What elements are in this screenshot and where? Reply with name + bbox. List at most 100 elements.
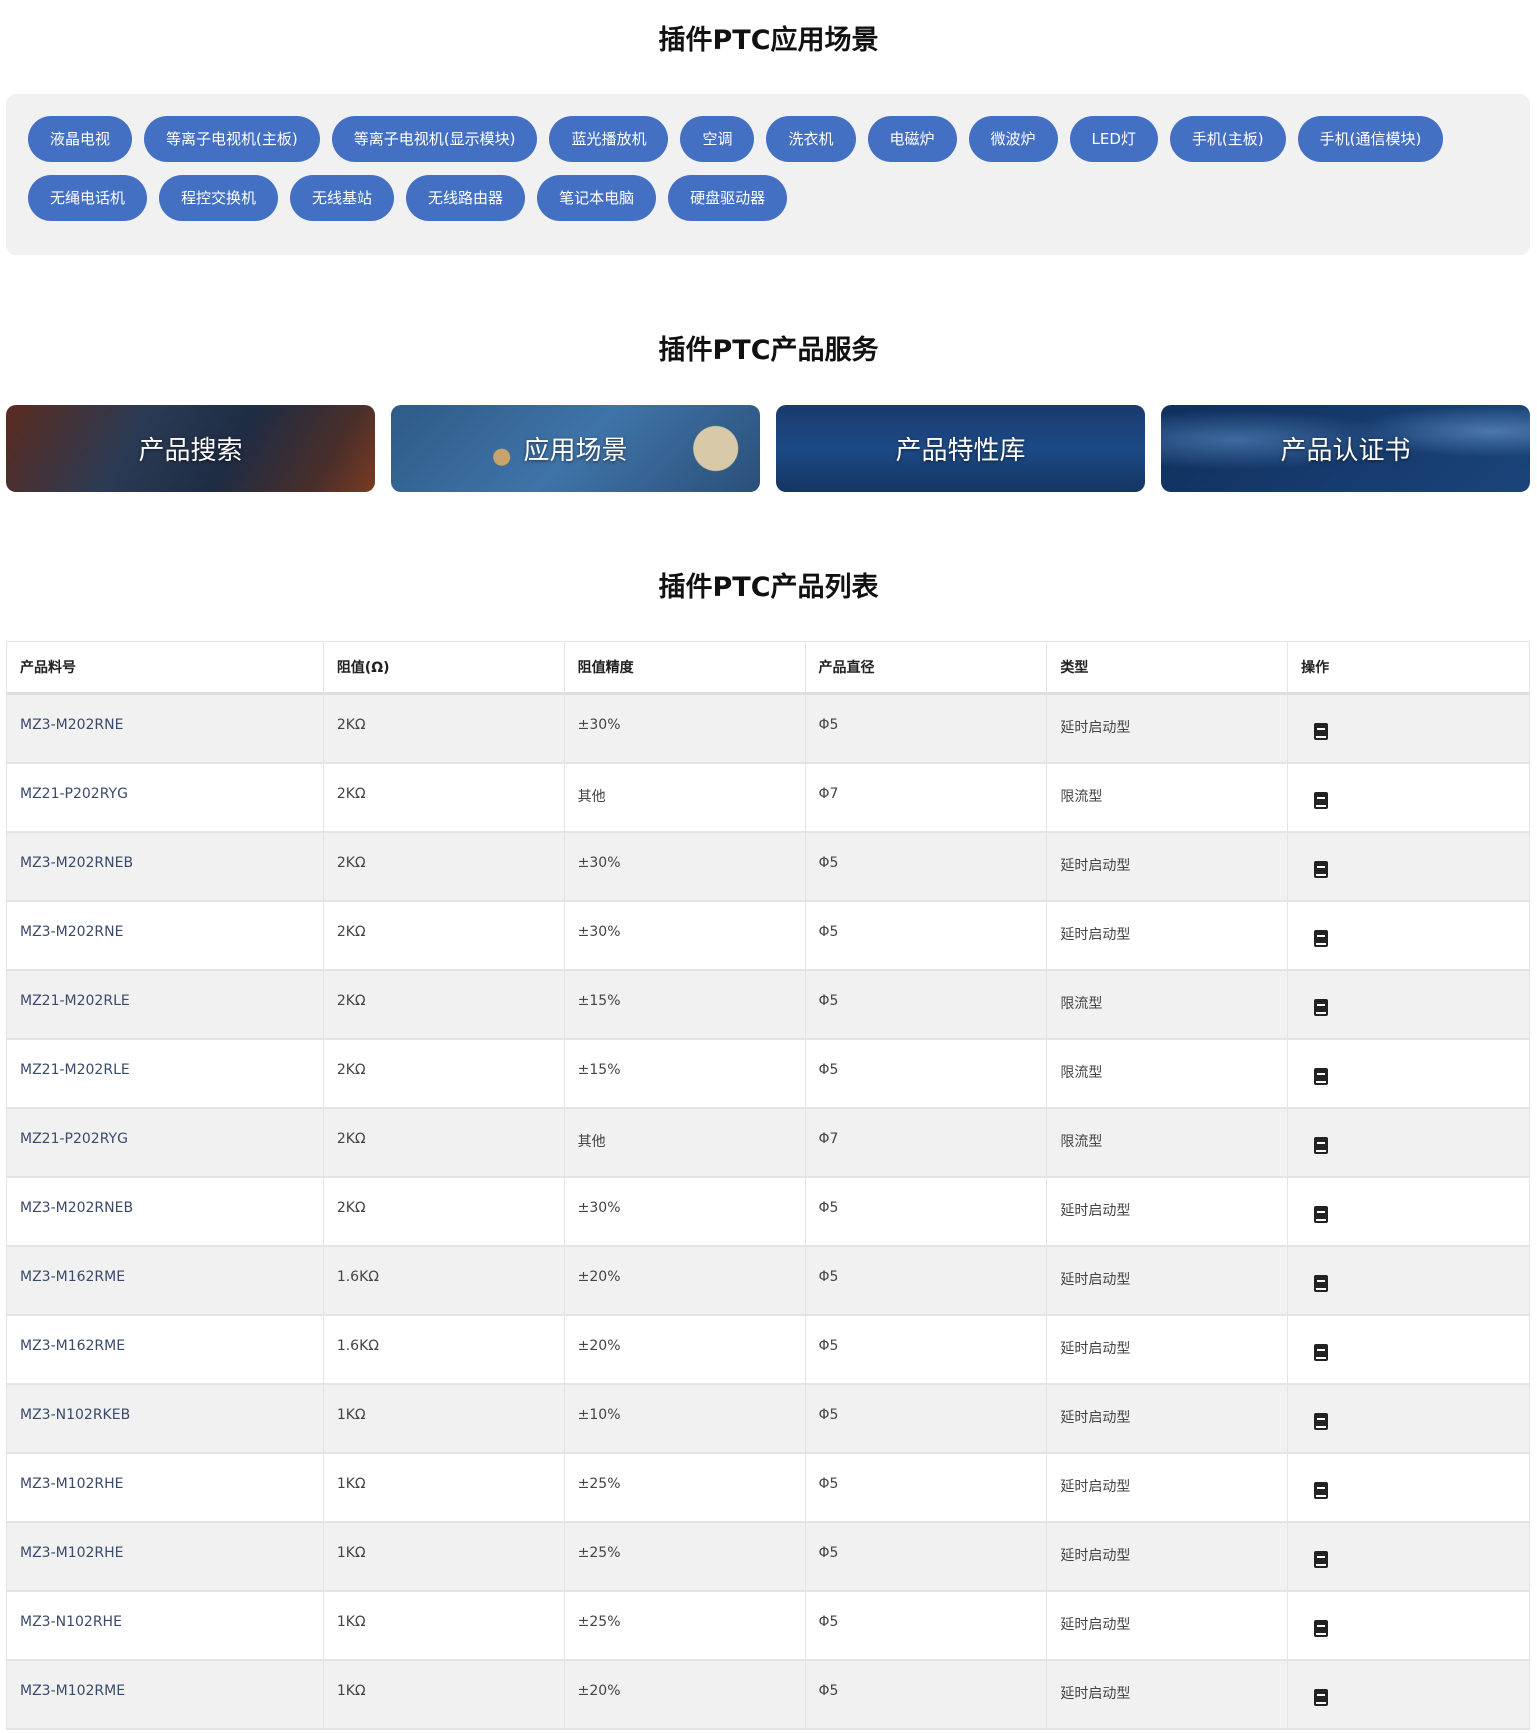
table-row: MZ3-M202RNE 2KΩ ±30% Φ5 延时启动型 [6, 693, 1530, 764]
table-row: MZ21-P202RYG 2KΩ 其他 Φ7 限流型 [6, 762, 1530, 833]
action-cell [1287, 1314, 1530, 1385]
resistance-cell: 2KΩ [322, 1107, 565, 1178]
table-row: MZ3-M202RNEB 2KΩ ±30% Φ5 延时启动型 [6, 831, 1530, 902]
part-no-cell: MZ3-M202RNEB [6, 1176, 324, 1247]
book-icon[interactable] [1314, 860, 1329, 878]
diameter-cell: Φ5 [804, 831, 1048, 902]
diameter-cell: Φ5 [804, 900, 1048, 971]
scene-tag[interactable]: 洗衣机 [766, 116, 856, 162]
book-icon[interactable] [1314, 1550, 1329, 1568]
type-cell: 延时启动型 [1046, 1659, 1289, 1730]
tolerance-cell: ±30% [563, 693, 806, 764]
table-row: MZ3-M102RHE 1KΩ ±25% Φ5 延时启动型 [6, 1452, 1530, 1523]
type-cell: 延时启动型 [1046, 1245, 1289, 1316]
resistance-cell: 1KΩ [322, 1452, 565, 1523]
scene-tag[interactable]: LED灯 [1069, 116, 1158, 162]
action-cell [1287, 1590, 1530, 1661]
part-no-cell: MZ3-M102RME [6, 1659, 324, 1730]
scene-tag[interactable]: 液晶电视 [28, 116, 133, 162]
book-icon[interactable] [1314, 1205, 1329, 1223]
tolerance-cell: ±25% [563, 1590, 806, 1661]
service-card-characteristics[interactable]: 产品特性库 [776, 405, 1145, 492]
diameter-cell: Φ5 [804, 969, 1048, 1040]
tolerance-cell: ±30% [563, 1176, 806, 1247]
list-title: 插件PTC产品列表 [658, 572, 879, 603]
service-card-scenes[interactable]: 应用场景 [391, 405, 760, 492]
scene-tag[interactable]: 空调 [680, 116, 755, 162]
table-row: MZ3-M102RME 1KΩ ±20% Φ5 延时启动型 [6, 1659, 1530, 1730]
diameter-cell: Φ5 [804, 1452, 1048, 1523]
scene-tag[interactable]: 手机(通信模块) [1297, 116, 1444, 162]
diameter-cell: Φ5 [804, 1176, 1048, 1247]
type-cell: 延时启动型 [1046, 1590, 1289, 1661]
action-cell [1287, 1038, 1530, 1109]
book-icon[interactable] [1314, 1412, 1329, 1430]
tolerance-cell: 其他 [563, 1107, 806, 1178]
book-icon[interactable] [1314, 1481, 1329, 1499]
service-card-search[interactable]: 产品搜索 [6, 405, 375, 492]
book-icon[interactable] [1314, 1688, 1329, 1706]
tolerance-cell: 其他 [563, 762, 806, 833]
resistance-cell: 1KΩ [322, 1590, 565, 1661]
diameter-cell: Φ7 [804, 762, 1048, 833]
action-cell [1287, 1245, 1530, 1316]
table-row: MZ3-M162RME 1.6KΩ ±20% Φ5 延时启动型 [6, 1245, 1530, 1316]
tolerance-cell: ±30% [563, 900, 806, 971]
part-no-cell: MZ21-M202RLE [6, 1038, 324, 1109]
diameter-cell: Φ5 [804, 1521, 1048, 1592]
type-cell: 延时启动型 [1046, 1521, 1289, 1592]
header-diameter: 产品直径 [804, 641, 1048, 695]
part-no-cell: MZ3-N102RKEB [6, 1383, 324, 1454]
type-cell: 延时启动型 [1046, 831, 1289, 902]
header-action: 操作 [1287, 641, 1530, 695]
scene-tag[interactable]: 微波炉 [968, 116, 1058, 162]
header-type: 类型 [1046, 641, 1289, 695]
resistance-cell: 2KΩ [322, 1038, 565, 1109]
scene-tag[interactable]: 无线路由器 [406, 175, 526, 221]
scene-tag[interactable]: 蓝光播放机 [549, 116, 669, 162]
type-cell: 延时启动型 [1046, 1314, 1289, 1385]
book-icon[interactable] [1314, 1274, 1329, 1292]
type-cell: 延时启动型 [1046, 1452, 1289, 1523]
table-header: 产品料号 阻值(Ω) 阻值精度 产品直径 类型 操作 [6, 641, 1530, 695]
scene-tag[interactable]: 无绳电话机 [28, 175, 148, 221]
diameter-cell: Φ5 [804, 1659, 1048, 1730]
scene-tag[interactable]: 等离子电视机(显示模块) [331, 116, 538, 162]
book-icon[interactable] [1314, 929, 1329, 947]
header-part-no: 产品料号 [6, 641, 324, 695]
scene-tag[interactable]: 手机(主板) [1169, 116, 1286, 162]
type-cell: 限流型 [1046, 969, 1289, 1040]
part-no-cell: MZ3-M162RME [6, 1314, 324, 1385]
resistance-cell: 2KΩ [322, 762, 565, 833]
book-icon[interactable] [1314, 1067, 1329, 1085]
action-cell [1287, 831, 1530, 902]
scene-tag[interactable]: 硬盘驱动器 [668, 175, 788, 221]
diameter-cell: Φ5 [804, 1590, 1048, 1661]
type-cell: 延时启动型 [1046, 1176, 1289, 1247]
type-cell: 限流型 [1046, 1038, 1289, 1109]
book-icon[interactable] [1314, 791, 1329, 809]
tolerance-cell: ±10% [563, 1383, 806, 1454]
tolerance-cell: ±15% [563, 1038, 806, 1109]
scene-tag[interactable]: 无线基站 [290, 175, 395, 221]
book-icon[interactable] [1314, 1619, 1329, 1637]
scene-tag[interactable]: 等离子电视机(主板) [144, 116, 320, 162]
book-icon[interactable] [1314, 998, 1329, 1016]
book-icon[interactable] [1314, 1343, 1329, 1361]
part-no-cell: MZ21-P202RYG [6, 1107, 324, 1178]
resistance-cell: 1.6KΩ [322, 1314, 565, 1385]
tolerance-cell: ±20% [563, 1245, 806, 1316]
part-no-cell: MZ21-P202RYG [6, 762, 324, 833]
book-icon[interactable] [1314, 723, 1329, 740]
service-card-certificates[interactable]: 产品认证书 [1161, 405, 1530, 492]
resistance-cell: 1KΩ [322, 1521, 565, 1592]
diameter-cell: Φ5 [804, 1038, 1048, 1109]
book-icon[interactable] [1314, 1136, 1329, 1154]
scene-tag[interactable]: 笔记本电脑 [537, 175, 657, 221]
scene-tag[interactable]: 程控交换机 [159, 175, 279, 221]
table-row: MZ21-P202RYG 2KΩ 其他 Φ7 限流型 [6, 1107, 1530, 1178]
tolerance-cell: ±30% [563, 831, 806, 902]
resistance-cell: 1KΩ [322, 1383, 565, 1454]
scene-tag[interactable]: 电磁炉 [867, 116, 957, 162]
diameter-cell: Φ5 [804, 1314, 1048, 1385]
